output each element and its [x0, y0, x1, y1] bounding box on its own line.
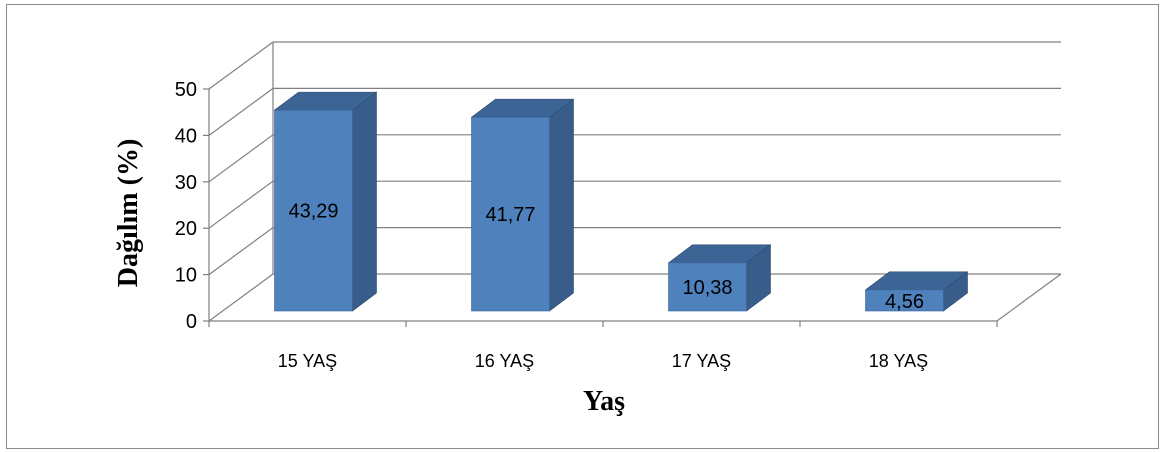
bar [667, 244, 772, 312]
y-tick-label: 50 [175, 79, 197, 101]
floor-right-edge [996, 273, 1062, 322]
grid-layer [208, 41, 1061, 322]
bar-side [352, 91, 377, 312]
data-label: 41,77 [485, 204, 535, 226]
side-wall-line [208, 273, 274, 322]
side-wall-line [208, 41, 274, 90]
bar-side [549, 98, 574, 312]
bar-front [274, 109, 353, 312]
bar [273, 91, 378, 312]
x-tick-label: 17 YAŞ [672, 351, 731, 371]
data-label: 43,29 [288, 201, 338, 223]
side-wall-line [208, 227, 274, 276]
chart-frame: 0 10 20 30 40 50 43,29 15 YAŞ 41,77 16 YAŞ 10,38 17… [6, 4, 1159, 449]
x-tick-label: 16 YAŞ [475, 351, 534, 371]
bar-front [865, 289, 944, 312]
x-tick-label: 15 YAŞ [278, 351, 337, 371]
data-label: 4,56 [885, 291, 924, 313]
y-axis-title: Dağılım (%) [113, 139, 144, 288]
y-tick-label: 40 [175, 125, 197, 147]
bar-front [668, 262, 747, 312]
bar-chart: 0 10 20 30 40 50 43,29 15 YAŞ 41,77 16 YAŞ 10,38 17… [113, 41, 1062, 417]
side-wall-line [208, 134, 274, 183]
bar-layer [273, 91, 969, 312]
y-tick-label: 0 [186, 311, 197, 333]
bar [864, 271, 969, 312]
bar-front [471, 116, 550, 312]
side-wall-line [208, 180, 274, 229]
y-tick-label: 30 [175, 172, 197, 194]
bar [470, 98, 575, 312]
side-wall-line [208, 87, 274, 136]
x-tick-label: 18 YAŞ [869, 351, 928, 371]
y-tick-label: 20 [175, 218, 197, 240]
x-axis-title: Yaş [583, 386, 625, 417]
label-layer: 0 10 20 30 40 50 43,29 15 YAŞ 41,77 16 YAŞ 10,38 17… [175, 79, 928, 371]
axis-layer [203, 88, 1062, 327]
y-tick-label: 10 [175, 265, 197, 287]
data-label: 10,38 [682, 277, 732, 299]
